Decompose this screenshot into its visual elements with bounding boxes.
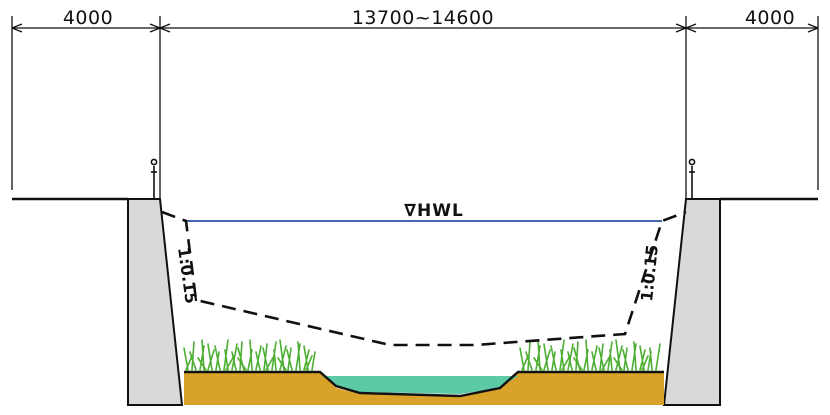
- riverbed-outline: [184, 370, 664, 398]
- railing-post-icon: [688, 158, 696, 199]
- arrowhead: [11, 23, 23, 33]
- soil-bed: [184, 372, 664, 405]
- low-water-channel: [322, 376, 518, 394]
- arrowhead: [807, 23, 819, 33]
- dimension-channel-width: 13700~14600: [352, 7, 494, 29]
- grass-clump-icon: [183, 339, 316, 371]
- dimension-lines: [11, 16, 819, 200]
- grass-clump-icon: [519, 339, 661, 371]
- retaining-wall-left: [127, 198, 184, 406]
- slope-label-left: 1:0.15: [174, 246, 201, 305]
- dimension-left-width: 4000: [63, 7, 113, 29]
- dimension-right-width: 4000: [745, 7, 795, 29]
- railing-post-icon: [150, 158, 158, 199]
- slope-label-right: 1:0.15: [637, 244, 662, 303]
- arrowhead: [675, 23, 697, 33]
- excavation-dashed-line: [161, 210, 687, 347]
- water-level-label: ∇HWL: [404, 201, 464, 221]
- retaining-wall-right: [662, 198, 721, 406]
- arrowhead: [149, 23, 171, 33]
